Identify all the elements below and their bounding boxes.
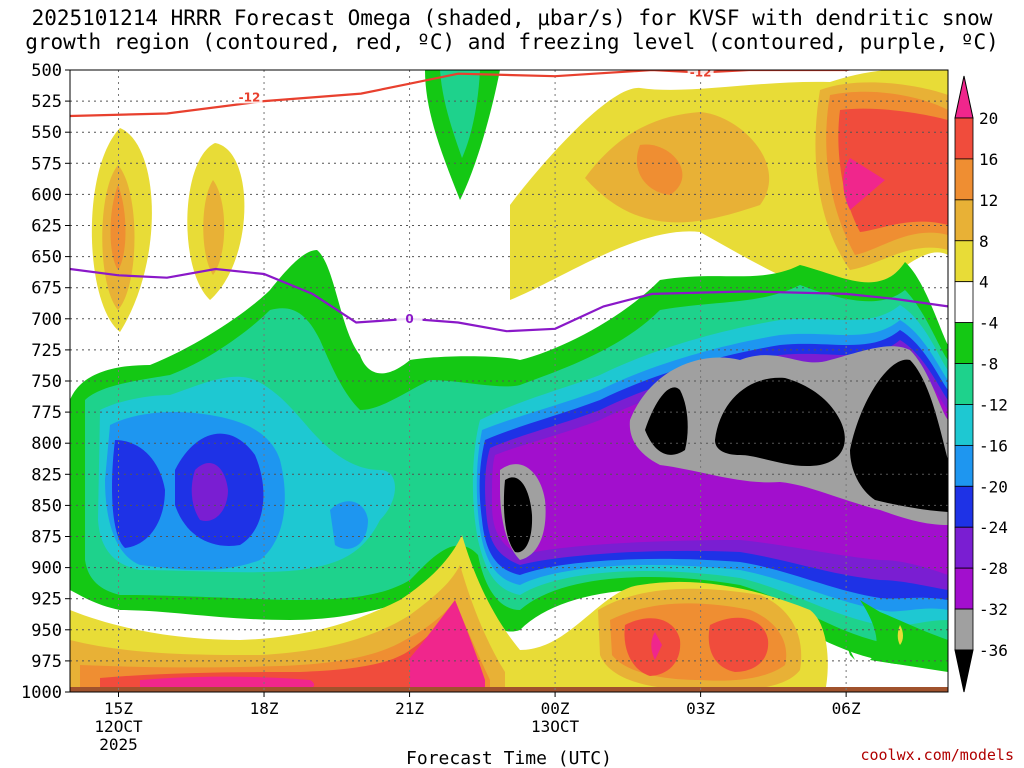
mid-right-black-core-1	[503, 477, 533, 553]
colorbar-tick-label: -12	[979, 395, 1008, 414]
colorbar-tick-label: -36	[979, 641, 1008, 660]
lower-red-region	[100, 615, 478, 692]
colorbar-segment	[954, 444, 974, 487]
mid-right-black-core-2	[645, 387, 688, 455]
lower-magenta-band	[140, 676, 315, 690]
upper-orange-region-mid	[636, 144, 683, 195]
plot-area: -12 -12 0	[70, 65, 948, 692]
x-tick-label: 18Z	[250, 699, 279, 718]
y-tick-label: 975	[31, 652, 62, 672]
colorbar-segment	[954, 567, 974, 610]
freezing-contour-label: 0	[405, 312, 413, 326]
chart-title-line1: 2025101214 HRRR Forecast Omega (shaded, …	[31, 6, 993, 30]
mid-level-blue-region	[112, 440, 165, 548]
colorbar-segment	[954, 404, 974, 446]
chart-title: 2025101214 HRRR Forecast Omega (shaded, …	[0, 6, 1024, 54]
colorbar-tick-label: -20	[979, 477, 1008, 496]
y-tick-label: 550	[31, 123, 62, 143]
colorbar-tick-label: 8	[979, 232, 989, 251]
upper-gold-region-2	[203, 180, 225, 275]
colorbar-segment	[954, 117, 974, 160]
colorbar-tick-label: -28	[979, 559, 1008, 578]
y-axis: 500 525 550 575 600 625 650 675 700 725 750 775 800 8…	[21, 61, 70, 703]
y-tick-label: 950	[31, 621, 62, 641]
x-tick-year-label: 2025	[99, 735, 138, 754]
lower-right-green-region	[860, 600, 948, 672]
mid-level-purple-core	[191, 462, 228, 521]
y-tick-label: 650	[31, 248, 62, 268]
contour-labels: -12 -12 0	[236, 65, 714, 326]
dgz-contour-label-1-bg	[236, 89, 263, 104]
y-tick-label: 675	[31, 279, 62, 299]
x-tick-label: 15Z	[104, 699, 133, 718]
x-axis-title: Forecast Time (UTC)	[406, 748, 612, 768]
colorbar-tick-label: -8	[979, 355, 998, 374]
mid-right-black-core-3	[715, 377, 845, 467]
colorbar-top-arrow	[954, 75, 974, 119]
colorbar-tick-label: 12	[979, 191, 998, 210]
colorbar-segment	[954, 240, 974, 283]
colorbar-tick-label: -24	[979, 518, 1008, 537]
y-tick-label: 600	[31, 185, 62, 205]
dgz-contour-label-2-bg	[687, 70, 714, 79]
x-tick-date-label: 12OCT	[94, 717, 143, 736]
y-tick-label: 750	[31, 372, 62, 392]
y-tick-label: 875	[31, 528, 62, 548]
colorbar: 20 16 12 8 4 -4 -8 -12 -16 -20 -24 -28 -32 -36	[954, 75, 1008, 693]
y-tick-label: 800	[31, 434, 62, 454]
y-tick-label: 575	[31, 154, 62, 174]
lower-right-magenta-spot	[651, 632, 662, 660]
upper-left-orange-region	[110, 185, 126, 270]
y-tick-label: 1000	[21, 683, 62, 703]
colorbar-tick-label: -32	[979, 600, 1008, 619]
lower-right-red-region-2	[708, 617, 769, 672]
colorbar-segment	[954, 526, 974, 569]
y-tick-label: 725	[31, 341, 62, 361]
colorbar-tick-label: -16	[979, 436, 1008, 455]
colorbar-segment	[954, 608, 974, 651]
colorbar-segment	[954, 363, 974, 405]
upper-teal-finger	[440, 70, 480, 158]
dgz-contour-label-2: -12	[690, 65, 712, 79]
x-tick-label: 06Z	[832, 699, 861, 718]
lower-right-green-notch	[845, 640, 855, 660]
colorbar-tick-label: 16	[979, 150, 998, 169]
x-tick-label: 03Z	[686, 699, 715, 718]
colorbar-segment	[954, 485, 974, 528]
freezing-contour-label-bg	[396, 310, 423, 325]
y-tick-label: 625	[31, 217, 62, 237]
colorbar-bottom-arrow	[954, 649, 974, 693]
colorbar-tick-label: 20	[979, 109, 998, 128]
colorbar-tick-label: -4	[979, 314, 998, 333]
y-tick-label: 850	[31, 496, 62, 516]
x-tick-label: 00Z	[541, 699, 570, 718]
colorbar-segment	[954, 322, 974, 364]
freezing-level-contour	[70, 267, 948, 333]
credit-text: coolwx.com/models	[860, 746, 1014, 764]
upper-right-magenta-core	[843, 158, 885, 210]
upper-right-red-region	[838, 108, 948, 232]
y-tick-label: 900	[31, 559, 62, 579]
y-tick-label: 500	[31, 61, 62, 81]
colorbar-tick-label: 4	[979, 273, 989, 292]
y-tick-label: 775	[31, 403, 62, 423]
colorbar-segment	[954, 158, 974, 201]
x-tick-label: 21Z	[395, 699, 424, 718]
dgz-contour-label-1: -12	[239, 90, 261, 104]
ground-strip	[70, 687, 948, 692]
y-tick-label: 700	[31, 310, 62, 330]
colorbar-segment	[954, 281, 974, 324]
y-tick-label: 825	[31, 465, 62, 485]
x-tick-date-label: 13OCT	[531, 717, 580, 736]
y-tick-label: 525	[31, 92, 62, 112]
chart-title-line2: growth region (contoured, red, ºC) and f…	[25, 30, 999, 54]
grid-lines	[70, 70, 948, 692]
y-tick-label: 925	[31, 590, 62, 610]
colorbar-segment	[954, 199, 974, 242]
lower-magenta-region	[410, 600, 485, 692]
